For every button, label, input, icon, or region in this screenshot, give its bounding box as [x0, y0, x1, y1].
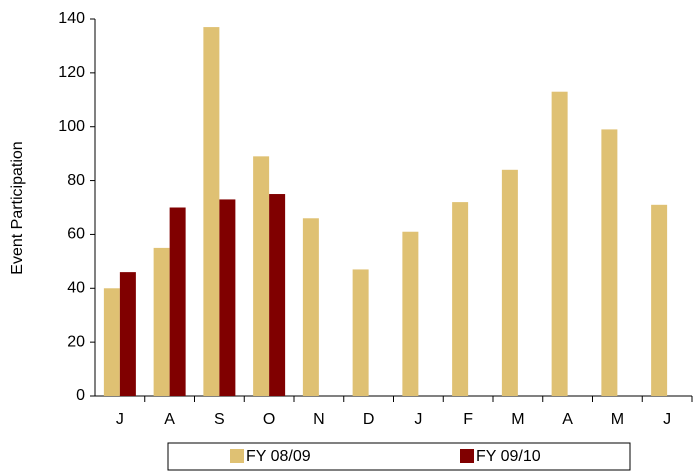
bar: [352, 269, 369, 396]
bar: [269, 194, 286, 396]
x-tick-label: F: [463, 411, 473, 428]
bar: [219, 199, 236, 396]
legend-box: [167, 442, 631, 471]
x-tick-label: J: [116, 411, 124, 428]
x-tick-label: S: [214, 411, 225, 428]
x-tick-label: A: [562, 411, 573, 428]
bar: [651, 204, 668, 396]
y-axis-label: Event Participation: [9, 141, 26, 274]
bar: [203, 27, 220, 396]
legend-swatch: [460, 449, 474, 463]
bar: [551, 91, 568, 396]
x-tick-label: O: [263, 411, 275, 428]
bar: [601, 129, 618, 396]
x-tick-label: M: [511, 411, 524, 428]
bar: [501, 169, 518, 396]
legend-swatch: [230, 449, 244, 463]
legend-label: FY 08/09: [246, 448, 311, 465]
bar: [169, 207, 186, 396]
bar: [103, 288, 120, 396]
y-tick-label: 20: [67, 333, 85, 350]
y-tick-label: 100: [58, 118, 85, 135]
bar: [302, 218, 319, 396]
y-tick-label: 40: [67, 280, 85, 297]
x-tick-label: M: [611, 411, 624, 428]
bar: [452, 202, 469, 396]
bar: [253, 156, 270, 396]
bar: [119, 272, 136, 396]
y-tick-label: 60: [67, 226, 85, 243]
x-tick-label: A: [164, 411, 175, 428]
y-tick-label: 120: [58, 64, 85, 81]
bar: [402, 231, 419, 396]
legend-label: FY 09/10: [476, 448, 541, 465]
y-tick-label: 140: [58, 10, 85, 27]
y-tick-label: 80: [67, 172, 85, 189]
x-tick-label: J: [663, 411, 671, 428]
x-tick-label: J: [414, 411, 422, 428]
bar: [153, 247, 170, 396]
x-tick-label: N: [313, 411, 325, 428]
y-tick-label: 0: [76, 387, 85, 404]
x-tick-label: D: [363, 411, 375, 428]
